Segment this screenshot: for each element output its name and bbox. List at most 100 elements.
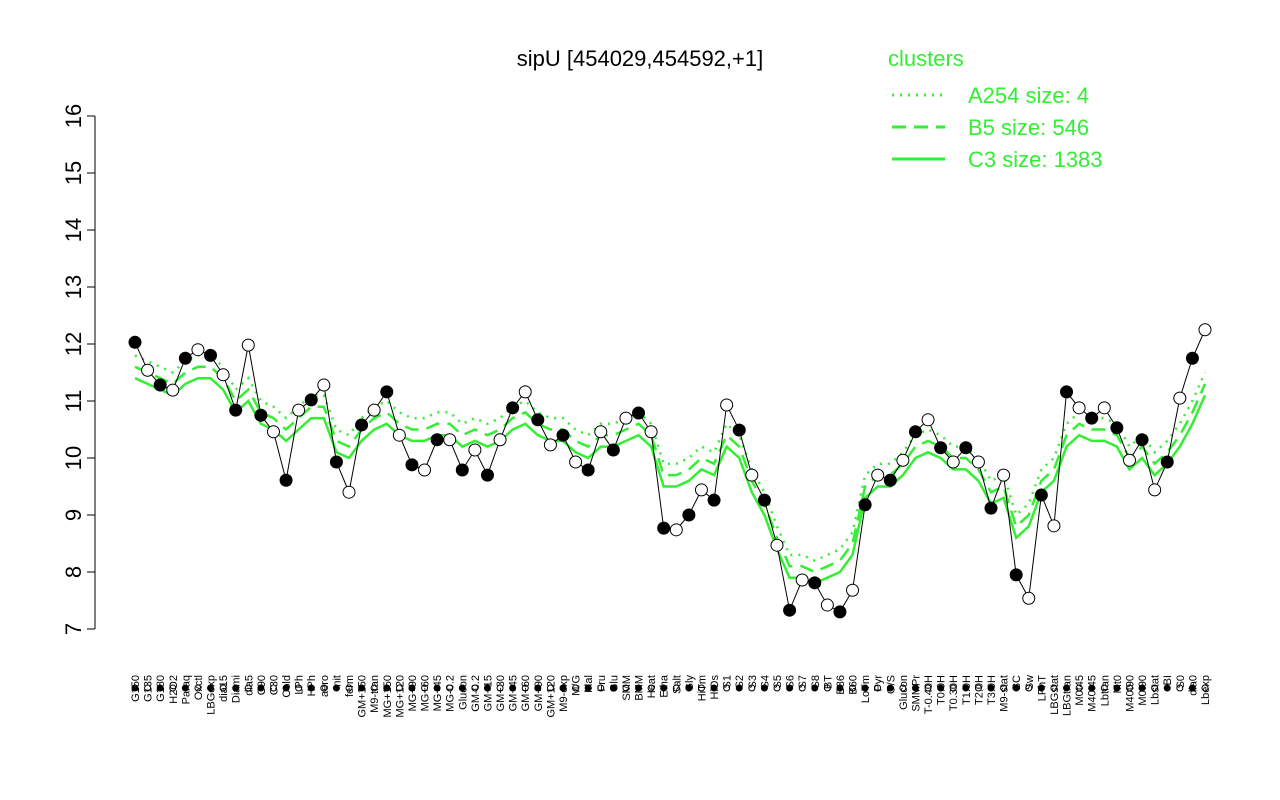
data-point bbox=[808, 576, 822, 590]
category-marker bbox=[433, 684, 441, 692]
category-marker bbox=[974, 684, 982, 692]
x-tick-label: B60 bbox=[848, 675, 860, 695]
data-point bbox=[1110, 421, 1124, 435]
data-point bbox=[1060, 385, 1074, 399]
category-marker bbox=[1100, 684, 1108, 692]
x-tick-label: Paraq bbox=[180, 675, 192, 704]
data-point bbox=[757, 493, 771, 507]
x-tick-label: GM+45 bbox=[508, 675, 520, 711]
x-tick-label: LBGexp bbox=[206, 675, 218, 715]
y-tick-label: 15 bbox=[61, 161, 86, 185]
data-point bbox=[216, 368, 230, 382]
x-tick-label: dia15 bbox=[218, 675, 230, 702]
data-point bbox=[128, 335, 142, 349]
category-marker bbox=[723, 684, 731, 692]
x-tick-label: Glucon bbox=[898, 675, 910, 710]
category-marker bbox=[1050, 684, 1058, 692]
data-point bbox=[254, 408, 268, 422]
category-marker bbox=[949, 684, 957, 692]
x-tick-label: Lbexp bbox=[1200, 675, 1212, 705]
data-point bbox=[141, 363, 155, 377]
category-marker bbox=[446, 684, 454, 692]
data-point bbox=[342, 485, 356, 499]
x-tick-label: S4 bbox=[759, 675, 771, 688]
x-tick-label: MG+150 bbox=[382, 675, 394, 718]
category-marker bbox=[924, 684, 932, 692]
data-point bbox=[556, 428, 570, 442]
data-point bbox=[1135, 433, 1149, 447]
data-point bbox=[1034, 488, 1048, 502]
data-point bbox=[166, 383, 180, 397]
category-marker bbox=[710, 684, 718, 692]
data-point bbox=[1185, 351, 1199, 365]
x-tick-label: Salt bbox=[671, 675, 683, 694]
data-point bbox=[732, 423, 746, 437]
y-tick-label: 12 bbox=[61, 332, 86, 356]
legend-label: A254 size: 4 bbox=[968, 83, 1089, 108]
category-marker bbox=[987, 684, 995, 692]
category-marker bbox=[597, 684, 605, 692]
x-tick-label: BI bbox=[1162, 675, 1174, 685]
data-point bbox=[883, 473, 897, 487]
x-tick-label: G/S bbox=[885, 675, 897, 694]
data-point bbox=[443, 433, 457, 447]
category-marker bbox=[559, 684, 567, 692]
data-point bbox=[657, 521, 671, 535]
x-tick-label: GM+90 bbox=[533, 675, 545, 711]
data-point bbox=[405, 458, 419, 472]
category-marker bbox=[156, 684, 164, 692]
legend-label: B5 size: 546 bbox=[968, 115, 1089, 140]
x-tick-label: M9-stat bbox=[999, 675, 1011, 712]
x-tick-label: SMMPr bbox=[910, 675, 922, 712]
data-point bbox=[946, 455, 960, 469]
category-marker bbox=[458, 684, 466, 692]
y-tick-label: 9 bbox=[61, 509, 86, 521]
data-point bbox=[229, 403, 243, 417]
category-marker bbox=[1037, 684, 1045, 692]
category-marker bbox=[1075, 684, 1083, 692]
data-point bbox=[430, 433, 444, 447]
x-tick-label: GM+60 bbox=[520, 675, 532, 711]
x-tick-label: HiTm bbox=[696, 675, 708, 701]
x-tick-label: M/G bbox=[571, 675, 583, 696]
x-tick-label: Oxctl bbox=[193, 675, 205, 700]
x-tick-label: dia5 bbox=[243, 675, 255, 696]
x-tick-label: Glu bbox=[608, 675, 620, 692]
x-tick-label: GM+120 bbox=[545, 675, 557, 718]
category-marker bbox=[194, 684, 202, 692]
x-tick-label: Lbstat bbox=[1150, 675, 1162, 705]
data-point bbox=[1047, 519, 1061, 533]
category-marker bbox=[1163, 684, 1171, 692]
legend-title: clusters bbox=[888, 46, 964, 71]
x-tick-label: S5 bbox=[772, 675, 784, 688]
category-marker bbox=[572, 684, 580, 692]
data-point bbox=[1097, 401, 1111, 415]
data-point bbox=[619, 411, 633, 425]
x-tick-label: C90 bbox=[256, 675, 268, 695]
x-tick-label: MG+90 bbox=[407, 675, 419, 711]
category-marker bbox=[886, 684, 894, 692]
data-point bbox=[581, 463, 595, 477]
category-marker bbox=[307, 684, 315, 692]
data-point bbox=[455, 463, 469, 477]
y-tick-label: 7 bbox=[61, 623, 86, 635]
y-tick-label: 16 bbox=[61, 104, 86, 128]
category-marker bbox=[937, 684, 945, 692]
data-point bbox=[191, 343, 205, 357]
data-point bbox=[770, 538, 784, 552]
x-tick-label: M40t45 bbox=[1087, 675, 1099, 712]
x-tick-label: M9-exp bbox=[558, 675, 570, 712]
category-marker bbox=[282, 684, 290, 692]
category-marker bbox=[257, 684, 265, 692]
category-marker bbox=[244, 684, 252, 692]
category-marker bbox=[811, 684, 819, 692]
x-tick-label: HiOs bbox=[709, 675, 721, 700]
data-point bbox=[392, 428, 406, 442]
x-tick-label: S8 bbox=[810, 675, 822, 688]
data-point bbox=[531, 413, 545, 427]
data-point bbox=[204, 348, 218, 362]
x-tick-label: Pyr bbox=[873, 675, 885, 692]
data-line bbox=[134, 329, 1206, 613]
category-marker bbox=[395, 684, 403, 692]
category-marker bbox=[584, 684, 592, 692]
